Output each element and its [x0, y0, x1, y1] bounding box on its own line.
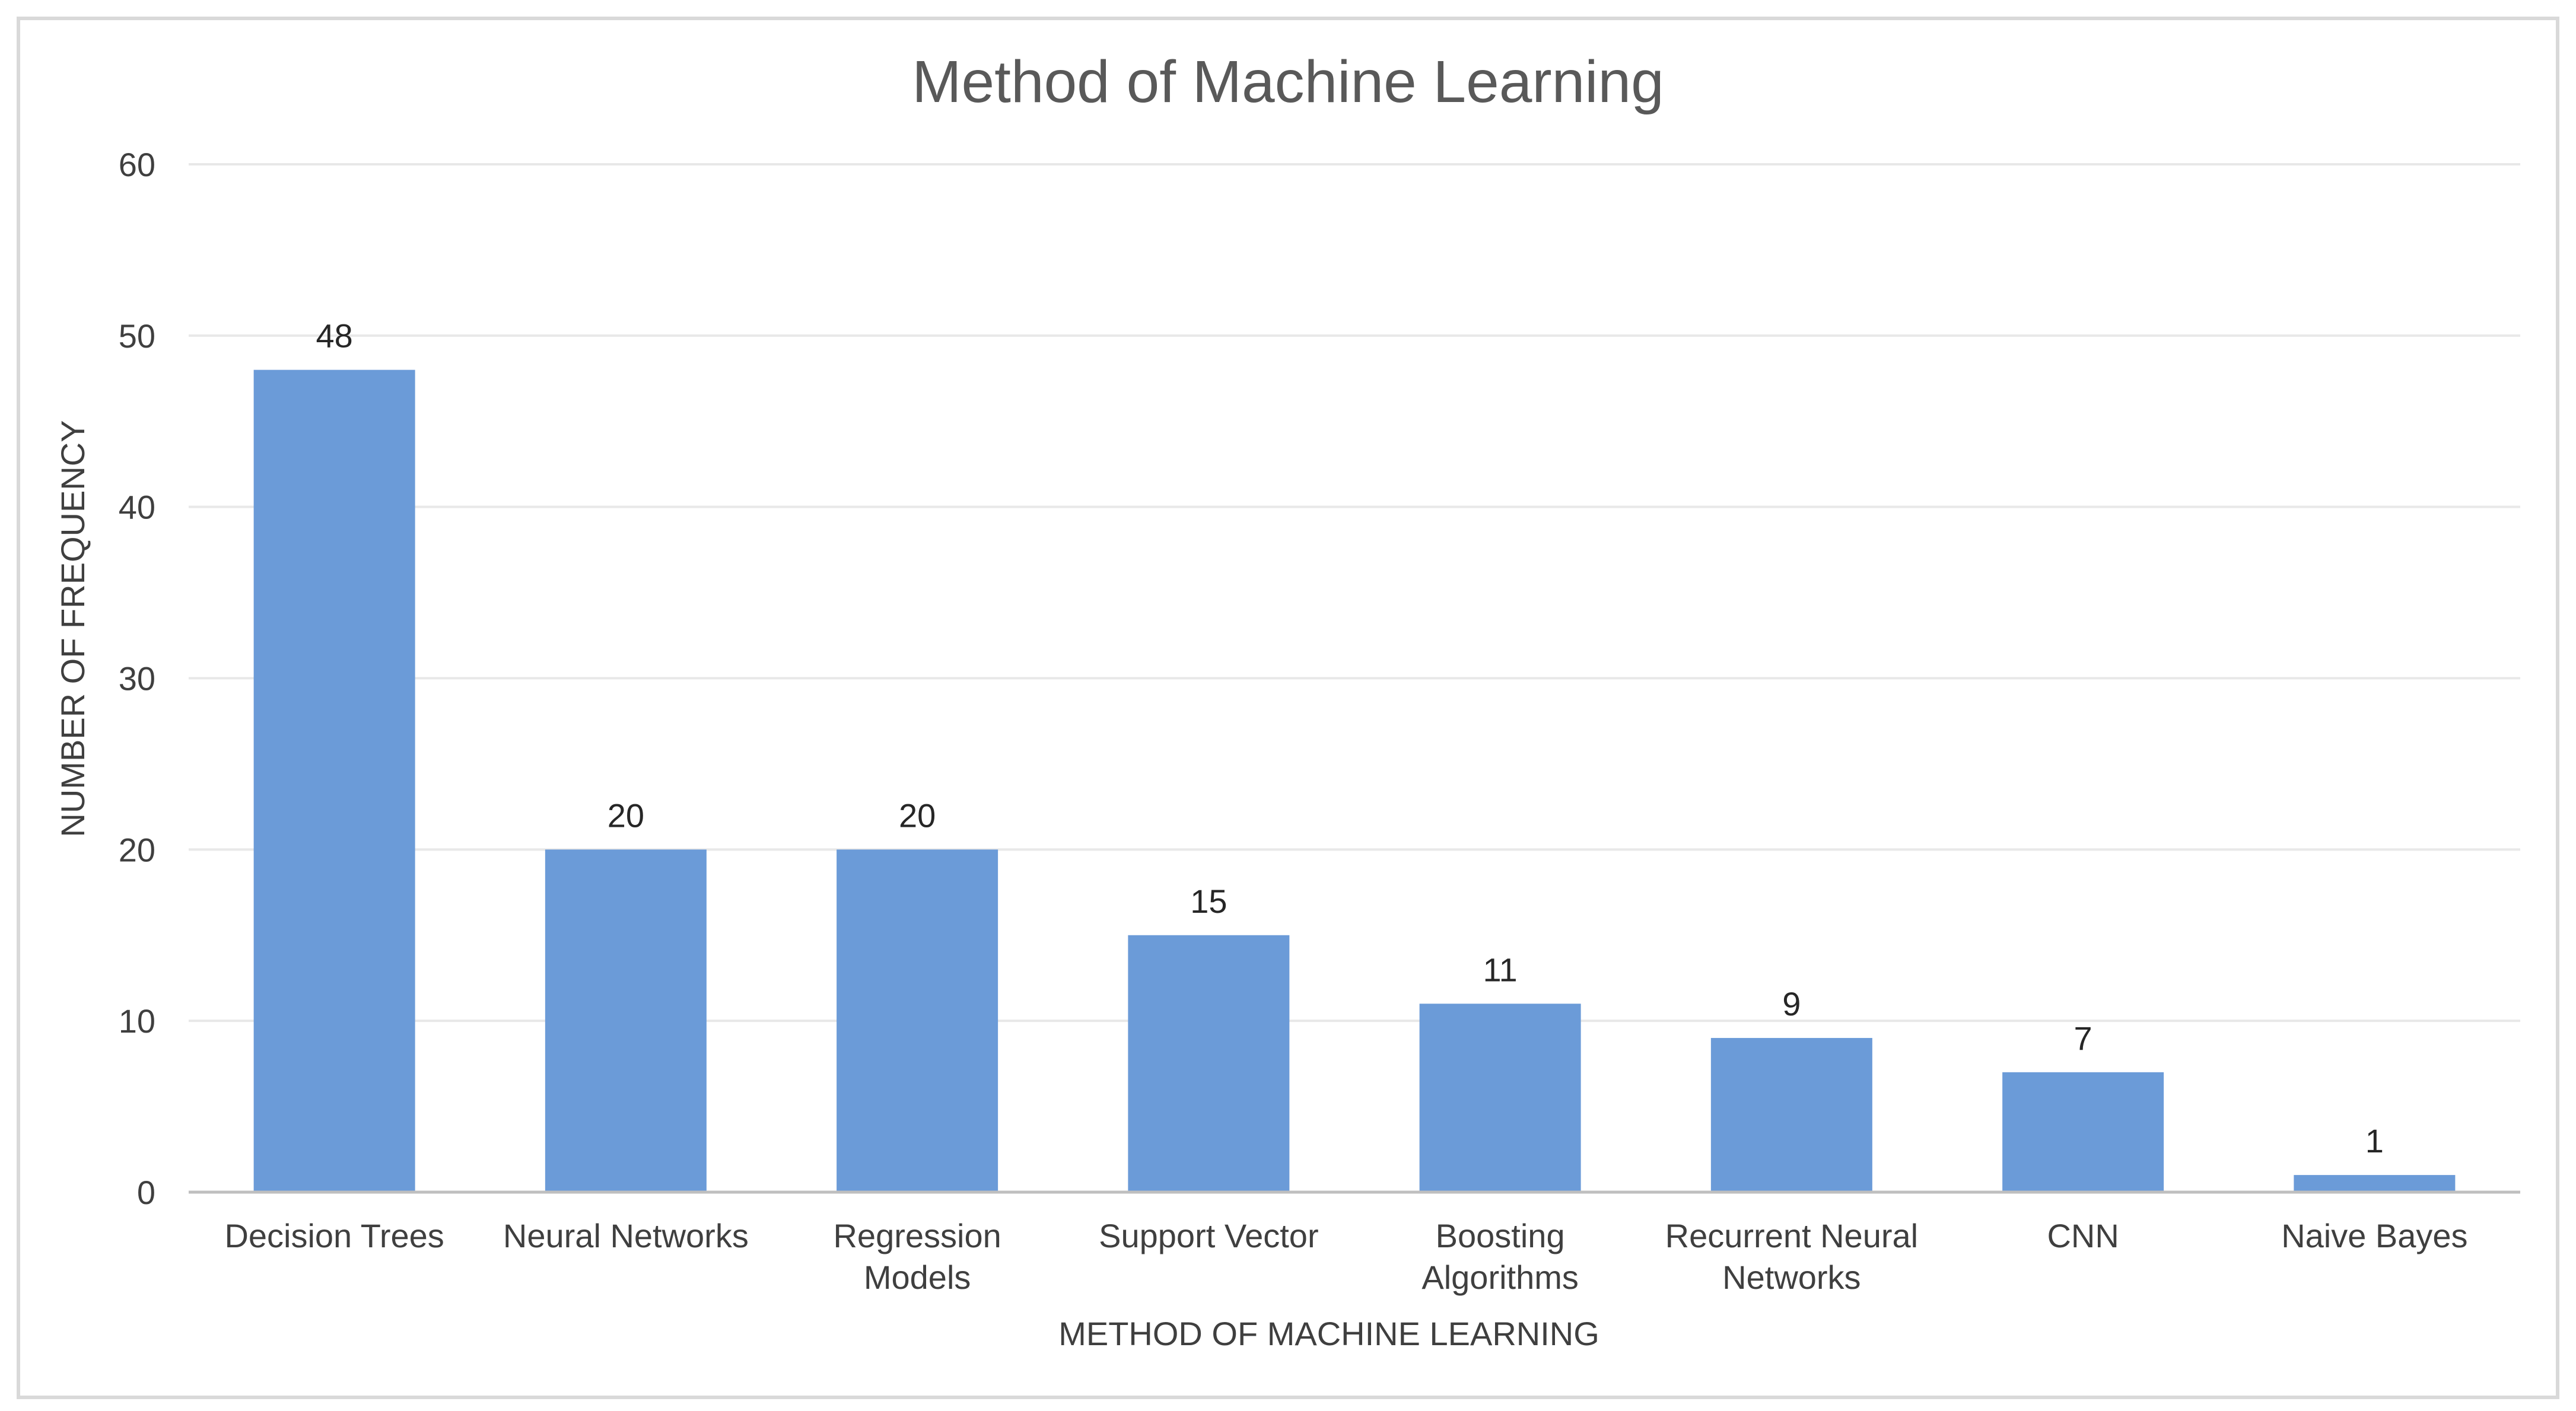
data-labels: 48 20 20 15 11 9 7 1	[316, 317, 2383, 1160]
bars	[253, 370, 2456, 1192]
category-label: Regression	[833, 1217, 1001, 1254]
bar	[837, 849, 998, 1192]
category-label: Boosting	[1436, 1217, 1565, 1254]
data-label: 1	[2365, 1122, 2384, 1160]
category-label: Naive Bayes	[2281, 1217, 2467, 1254]
category-label: Support Vector	[1099, 1217, 1318, 1254]
chart-title: Method of Machine Learning	[912, 49, 1664, 115]
category-label: Algorithms	[1421, 1259, 1579, 1296]
y-tick-label: 20	[119, 831, 155, 868]
data-label: 15	[1190, 883, 1227, 920]
data-label: 7	[2074, 1020, 2092, 1057]
data-label: 11	[1483, 951, 1518, 988]
bar	[1710, 1038, 1872, 1192]
bar	[253, 370, 415, 1192]
bar	[2002, 1072, 2164, 1192]
y-tick-label: 40	[119, 489, 155, 526]
y-tick-label: 10	[119, 1002, 155, 1040]
y-axis-title: NUMBER OF FREQUENCY	[54, 420, 91, 837]
bar	[1419, 1004, 1581, 1192]
y-tick-label: 60	[119, 146, 155, 183]
y-tick-label: 0	[137, 1174, 155, 1211]
category-label: Networks	[1722, 1259, 1861, 1296]
x-axis-title: METHOD OF MACHINE LEARNING	[1058, 1315, 1599, 1352]
y-tick-label: 50	[119, 317, 155, 355]
category-label: Decision Trees	[224, 1217, 444, 1254]
data-label: 9	[1782, 985, 1801, 1023]
y-tick-label: 30	[119, 660, 155, 697]
bar	[1128, 935, 1290, 1192]
bar	[545, 849, 707, 1192]
data-label: 20	[608, 797, 644, 834]
y-axis-ticks: 0 10 20 30 40 50 60	[119, 146, 155, 1211]
category-label: Neural Networks	[503, 1217, 749, 1254]
data-label: 20	[899, 797, 936, 834]
x-axis-categories: Decision Trees Neural Networks Regression M…	[224, 1217, 2467, 1296]
bar	[2294, 1175, 2456, 1192]
category-label: Models	[864, 1259, 971, 1296]
category-label: Recurrent Neural	[1665, 1217, 1918, 1254]
data-label: 48	[316, 317, 352, 355]
category-label: CNN	[2047, 1217, 2119, 1254]
